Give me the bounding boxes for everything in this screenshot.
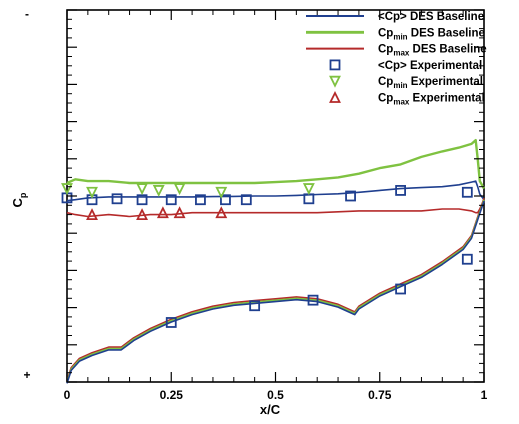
- y-axis-label: Cp: [10, 192, 28, 207]
- triangle-down-marker: [302, 183, 315, 196]
- square-marker: [111, 193, 123, 205]
- square-marker: [240, 194, 252, 206]
- triangle-up-marker: [329, 90, 341, 103]
- square-marker: [195, 194, 206, 206]
- square-marker: [461, 186, 473, 198]
- triangle-up-marker: [215, 206, 228, 219]
- x-tick-label: 0.75: [368, 388, 392, 402]
- legend-entry-label: Cpmin Experimental: [378, 76, 483, 90]
- square-marker: [329, 59, 341, 71]
- square-marker: [249, 300, 261, 312]
- x-tick-label: 0.25: [160, 388, 184, 402]
- square-marker: [395, 283, 407, 295]
- triangle-up-marker: [156, 206, 169, 219]
- legend-entry-label: <Cp> DES Baseline: [378, 11, 484, 23]
- triangle-down-marker: [61, 183, 73, 196]
- triangle-up-marker: [86, 208, 98, 221]
- series-line: [66, 199, 485, 218]
- series-layer: [66, 138, 486, 384]
- series-line: [66, 200, 485, 384]
- marker-layer: [61, 183, 473, 328]
- square-marker: [136, 194, 148, 206]
- series-line: [66, 198, 485, 381]
- x-tick-label: 0.5: [267, 388, 284, 402]
- series-line: [66, 199, 485, 383]
- square-marker: [461, 253, 473, 265]
- square-marker: [165, 194, 177, 206]
- legend-entry-label: <Cp> Experimental: [378, 60, 482, 72]
- triangle-down-marker: [215, 186, 228, 199]
- y-axis-top-sign: -: [25, 7, 29, 21]
- triangle-down-marker: [329, 75, 341, 88]
- legend-entry-label: Cpmax Experimental: [378, 93, 485, 107]
- triangle-down-marker: [152, 185, 165, 197]
- square-marker: [220, 194, 231, 206]
- legend-entry-label: Cpmin DES Baseline: [378, 27, 485, 41]
- series-line: [66, 138, 486, 190]
- y-axis-bottom-sign: +: [23, 368, 30, 382]
- square-marker: [345, 190, 356, 202]
- square-marker: [165, 317, 177, 328]
- square-marker: [395, 185, 407, 196]
- triangle-down-marker: [86, 186, 98, 199]
- x-tick-label: 1: [481, 388, 488, 402]
- tick-layer: 0 0.25 0.5 0.75 1: [64, 9, 488, 402]
- triangle-up-marker: [136, 208, 149, 221]
- triangle-down-marker: [173, 183, 186, 196]
- triangle-up-marker: [173, 206, 186, 219]
- x-tick-label: 0: [64, 388, 71, 402]
- x-axis-label: x/C: [260, 402, 281, 417]
- square-marker: [307, 294, 319, 306]
- legend: <Cp> DES Baseline Cpmin DES Baseline Cpmax…: [306, 11, 487, 107]
- legend-entry-label: Cpmax DES Baseline: [378, 44, 487, 58]
- triangle-down-marker: [136, 183, 149, 196]
